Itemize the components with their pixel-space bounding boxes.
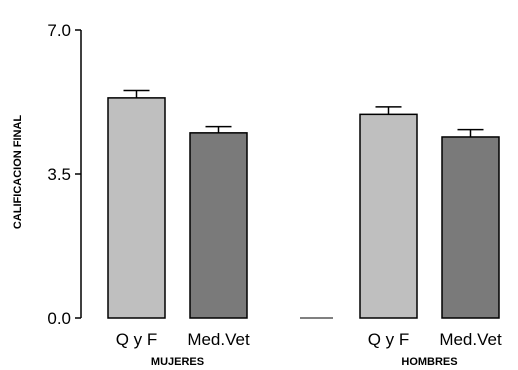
bar [189, 132, 248, 319]
y-axis-title: CALIFICACION FINAL [12, 115, 24, 230]
group-label: MUJERES [151, 356, 204, 368]
group-label: HOMBRES [401, 356, 457, 368]
y-tick-label: 7.0 [47, 21, 71, 40]
bar [107, 97, 166, 319]
category-label: Q y F [368, 330, 410, 349]
axes [75, 29, 333, 319]
y-tick-label: 0.0 [47, 309, 71, 328]
category-label: Med.Vet [439, 330, 502, 349]
category-label: Q y F [116, 330, 158, 349]
bars [107, 89, 500, 319]
y-tick-label: 3.5 [47, 165, 71, 184]
labels: 0.0 3.5 7.0 Q y F Med.Vet MUJERES Q y F Med.Vet… [47, 21, 502, 368]
bar [359, 113, 418, 319]
bar [441, 136, 500, 319]
category-label: Med.Vet [187, 330, 250, 349]
